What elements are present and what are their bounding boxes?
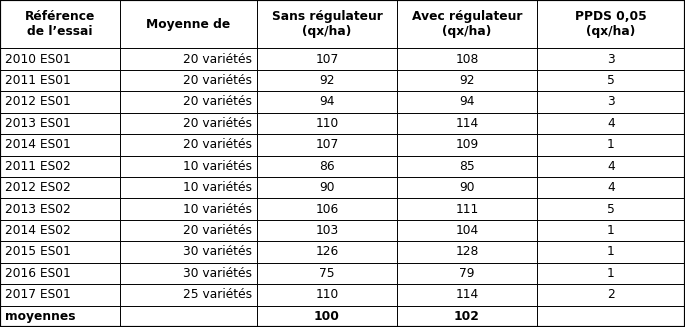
Text: 85: 85 [459, 160, 475, 173]
Text: Moyenne de: Moyenne de [147, 18, 231, 31]
Text: 106: 106 [315, 203, 338, 215]
Text: 30 variétés: 30 variétés [183, 246, 252, 258]
Text: 30 variétés: 30 variétés [183, 267, 252, 280]
Text: 2016 ES01: 2016 ES01 [5, 267, 71, 280]
Text: 2012 ES02: 2012 ES02 [5, 181, 71, 194]
Text: 100: 100 [314, 310, 340, 323]
Text: Avec régulateur
(qx/ha): Avec régulateur (qx/ha) [412, 10, 522, 38]
Text: moyennes: moyennes [5, 310, 75, 323]
Text: 2013 ES01: 2013 ES01 [5, 117, 71, 130]
Text: 92: 92 [319, 74, 335, 87]
Text: 2011 ES02: 2011 ES02 [5, 160, 71, 173]
Text: 110: 110 [315, 288, 338, 301]
Text: 10 variétés: 10 variétés [183, 160, 252, 173]
Text: 3: 3 [607, 95, 615, 109]
Text: 86: 86 [319, 160, 335, 173]
Text: 10 variétés: 10 variétés [183, 203, 252, 215]
Text: 104: 104 [456, 224, 479, 237]
Text: 107: 107 [315, 53, 338, 66]
Text: 2015 ES01: 2015 ES01 [5, 246, 71, 258]
Text: 1: 1 [607, 267, 615, 280]
Text: 92: 92 [459, 74, 475, 87]
Text: 102: 102 [454, 310, 480, 323]
Text: PPDS 0,05
(qx/ha): PPDS 0,05 (qx/ha) [575, 10, 647, 38]
Text: 1: 1 [607, 224, 615, 237]
Text: 20 variétés: 20 variétés [183, 117, 252, 130]
Text: 90: 90 [319, 181, 335, 194]
Text: 108: 108 [456, 53, 479, 66]
Text: 90: 90 [459, 181, 475, 194]
Text: 111: 111 [456, 203, 479, 215]
Text: 94: 94 [319, 95, 335, 109]
Text: 20 variétés: 20 variétés [183, 138, 252, 151]
Text: 126: 126 [315, 246, 338, 258]
Text: Sans régulateur
(qx/ha): Sans régulateur (qx/ha) [271, 10, 382, 38]
Text: 103: 103 [315, 224, 338, 237]
Text: 2010 ES01: 2010 ES01 [5, 53, 71, 66]
Text: 2017 ES01: 2017 ES01 [5, 288, 71, 301]
Text: 75: 75 [319, 267, 335, 280]
Text: 4: 4 [607, 181, 615, 194]
Text: 109: 109 [456, 138, 479, 151]
Text: 20 variétés: 20 variétés [183, 224, 252, 237]
Text: 79: 79 [459, 267, 475, 280]
Text: 5: 5 [607, 203, 615, 215]
Text: 2013 ES02: 2013 ES02 [5, 203, 71, 215]
Text: 94: 94 [459, 95, 475, 109]
Text: 1: 1 [607, 246, 615, 258]
Text: 2011 ES01: 2011 ES01 [5, 74, 71, 87]
Text: 128: 128 [456, 246, 479, 258]
Text: 1: 1 [607, 138, 615, 151]
Text: 114: 114 [456, 288, 479, 301]
Text: 2014 ES01: 2014 ES01 [5, 138, 71, 151]
Text: 10 variétés: 10 variétés [183, 181, 252, 194]
Text: 110: 110 [315, 117, 338, 130]
Text: 107: 107 [315, 138, 338, 151]
Text: Référence
de l’essai: Référence de l’essai [25, 10, 95, 38]
Text: 20 variétés: 20 variétés [183, 95, 252, 109]
Text: 4: 4 [607, 160, 615, 173]
Text: 4: 4 [607, 117, 615, 130]
Text: 20 variétés: 20 variétés [183, 74, 252, 87]
Text: 5: 5 [607, 74, 615, 87]
Text: 25 variétés: 25 variétés [183, 288, 252, 301]
Text: 114: 114 [456, 117, 479, 130]
Text: 2014 ES02: 2014 ES02 [5, 224, 71, 237]
Text: 2: 2 [607, 288, 615, 301]
Text: 2012 ES01: 2012 ES01 [5, 95, 71, 109]
Text: 20 variétés: 20 variétés [183, 53, 252, 66]
Text: 3: 3 [607, 53, 615, 66]
